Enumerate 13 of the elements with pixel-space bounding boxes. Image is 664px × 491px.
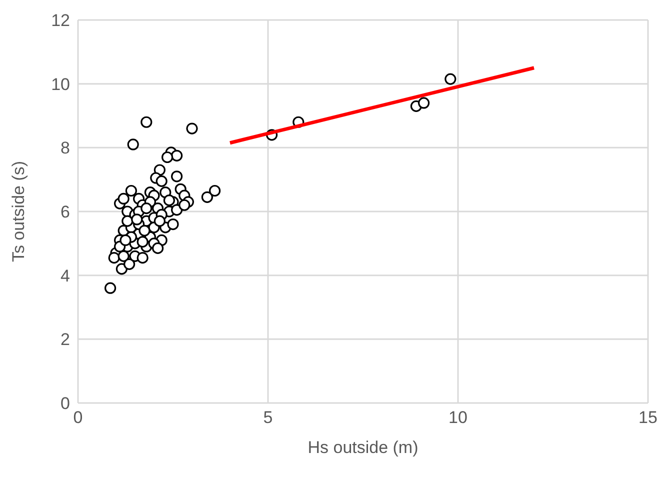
y-tick-label: 10 [51,74,70,94]
x-tick-label: 5 [263,408,273,428]
x-tick-label: 10 [448,408,468,428]
x-axis-title: Hs outside (m) [308,438,418,457]
y-tick-label: 12 [51,11,70,30]
x-tick-label: 15 [638,408,658,428]
y-tick-label: 6 [60,202,70,222]
y-tick-label: 0 [60,394,70,414]
y-tick-label: 4 [60,266,70,286]
y-tick-label: 2 [60,330,70,350]
y-tick-label: 8 [60,138,70,158]
y-axis-title: Ts outside (s) [9,160,28,262]
x-tick-label: 0 [73,408,83,428]
